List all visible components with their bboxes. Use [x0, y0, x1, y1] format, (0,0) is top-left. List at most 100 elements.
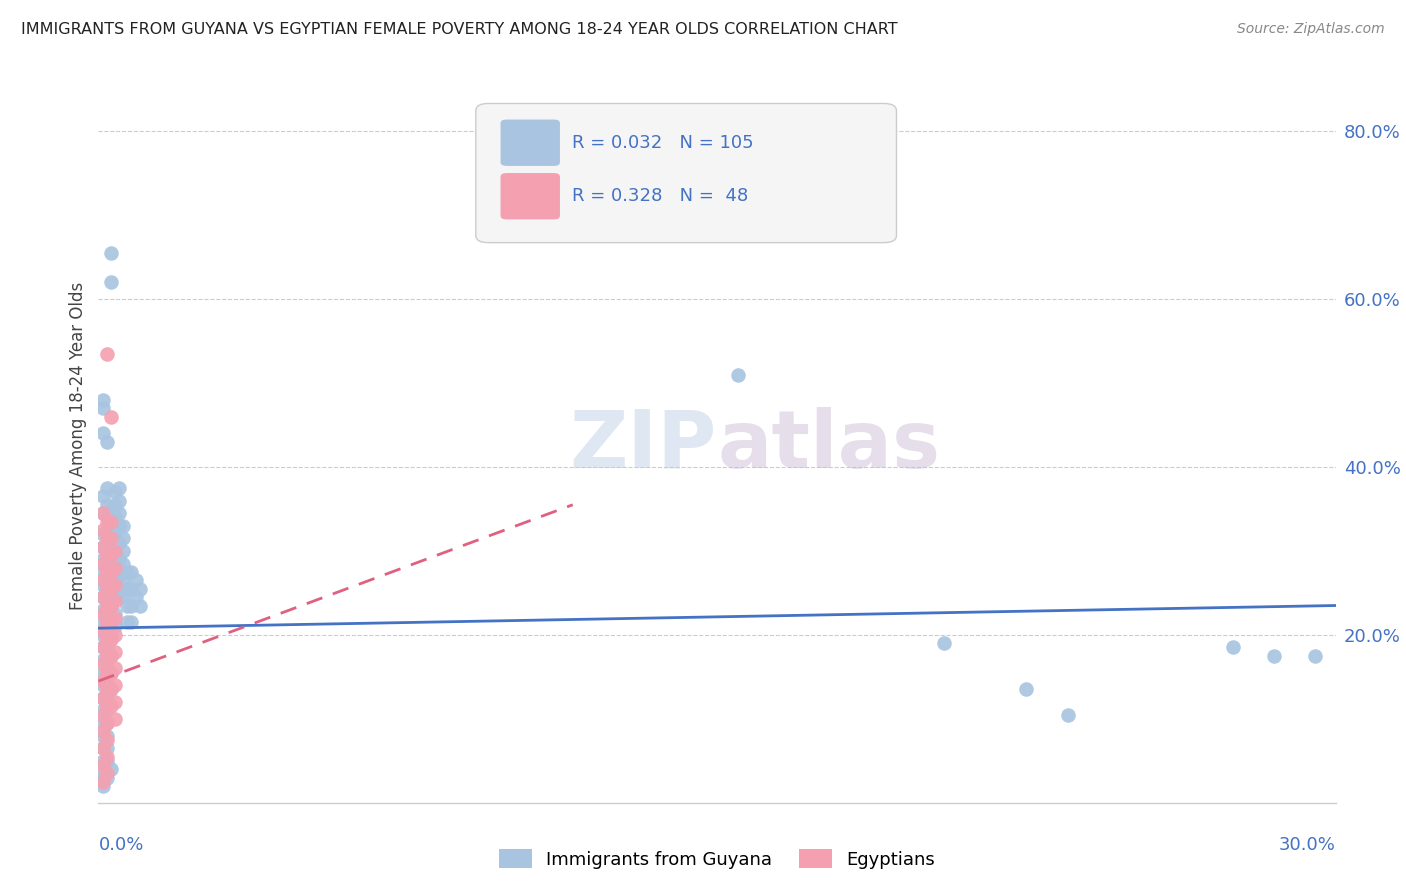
Legend: Immigrants from Guyana, Egyptians: Immigrants from Guyana, Egyptians: [492, 842, 942, 876]
Point: [112, 574, 135, 588]
Point: [104, 485, 127, 500]
Point: [91, 640, 114, 655]
Point: [96, 632, 118, 646]
Point: [96, 565, 118, 579]
Point: [91, 426, 114, 441]
Point: [96, 729, 118, 743]
Point: [117, 599, 139, 613]
Point: [104, 544, 127, 558]
Point: [91, 523, 114, 537]
Point: [91, 779, 114, 793]
Point: [120, 615, 142, 630]
Point: [100, 515, 122, 529]
FancyBboxPatch shape: [475, 103, 897, 243]
Point: [91, 607, 114, 621]
Point: [91, 653, 114, 667]
Point: [96, 548, 118, 562]
Point: [91, 716, 114, 731]
Point: [100, 665, 122, 680]
Point: [96, 569, 118, 583]
Point: [100, 762, 122, 776]
Point: [91, 615, 114, 630]
Point: [96, 749, 118, 764]
Point: [104, 577, 127, 591]
Text: 30.0%: 30.0%: [1279, 837, 1336, 855]
Point: [96, 716, 118, 731]
Point: [91, 766, 114, 780]
Point: [100, 502, 122, 516]
Point: [112, 532, 135, 546]
Point: [96, 682, 118, 697]
Point: [91, 754, 114, 768]
Point: [108, 481, 131, 495]
Point: [96, 527, 118, 541]
Point: [91, 574, 114, 588]
Point: [117, 582, 139, 596]
Point: [91, 577, 114, 591]
Point: [91, 540, 114, 554]
Point: [96, 582, 118, 596]
Point: [104, 607, 127, 621]
Point: [100, 682, 122, 697]
Point: [112, 557, 135, 571]
Point: [100, 548, 122, 562]
Point: [100, 648, 122, 663]
Point: [104, 619, 127, 633]
Point: [91, 741, 114, 756]
Point: [100, 582, 122, 596]
Text: atlas: atlas: [717, 407, 941, 485]
Point: [120, 582, 142, 596]
Point: [932, 636, 955, 650]
Point: [91, 774, 114, 789]
Point: [91, 729, 114, 743]
Point: [112, 518, 135, 533]
Point: [108, 552, 131, 566]
Point: [104, 712, 127, 726]
Point: [100, 599, 122, 613]
Point: [96, 481, 118, 495]
Point: [91, 628, 114, 642]
Point: [91, 707, 114, 722]
Point: [1056, 707, 1078, 722]
Point: [104, 574, 127, 588]
Point: [91, 678, 114, 692]
Point: [100, 565, 122, 579]
Point: [108, 493, 131, 508]
Point: [100, 632, 122, 646]
Point: [104, 498, 127, 512]
Point: [96, 590, 118, 604]
Point: [96, 434, 118, 449]
Point: [91, 540, 114, 554]
Point: [1263, 648, 1285, 663]
Point: [104, 590, 127, 604]
Point: [100, 582, 122, 596]
Point: [91, 724, 114, 739]
Point: [100, 532, 122, 546]
Point: [96, 732, 118, 747]
Point: [91, 741, 114, 756]
FancyBboxPatch shape: [501, 120, 560, 166]
Point: [128, 582, 150, 596]
Point: [91, 527, 114, 541]
Point: [120, 599, 142, 613]
Point: [1303, 648, 1326, 663]
Point: [91, 552, 114, 566]
Point: [91, 665, 114, 680]
Y-axis label: Female Poverty Among 18-24 Year Olds: Female Poverty Among 18-24 Year Olds: [69, 282, 87, 610]
Point: [104, 645, 127, 659]
Point: [96, 678, 118, 692]
Point: [100, 599, 122, 613]
Point: [104, 560, 127, 574]
Point: [96, 498, 118, 512]
Point: [96, 754, 118, 768]
Text: 0.0%: 0.0%: [98, 837, 143, 855]
Point: [91, 690, 114, 705]
Text: IMMIGRANTS FROM GUYANA VS EGYPTIAN FEMALE POVERTY AMONG 18-24 YEAR OLDS CORRELAT: IMMIGRANTS FROM GUYANA VS EGYPTIAN FEMAL…: [21, 22, 897, 37]
Point: [96, 346, 118, 360]
Point: [104, 661, 127, 675]
Point: [91, 703, 114, 717]
Point: [100, 532, 122, 546]
Point: [108, 506, 131, 520]
Point: [100, 648, 122, 663]
Point: [96, 599, 118, 613]
